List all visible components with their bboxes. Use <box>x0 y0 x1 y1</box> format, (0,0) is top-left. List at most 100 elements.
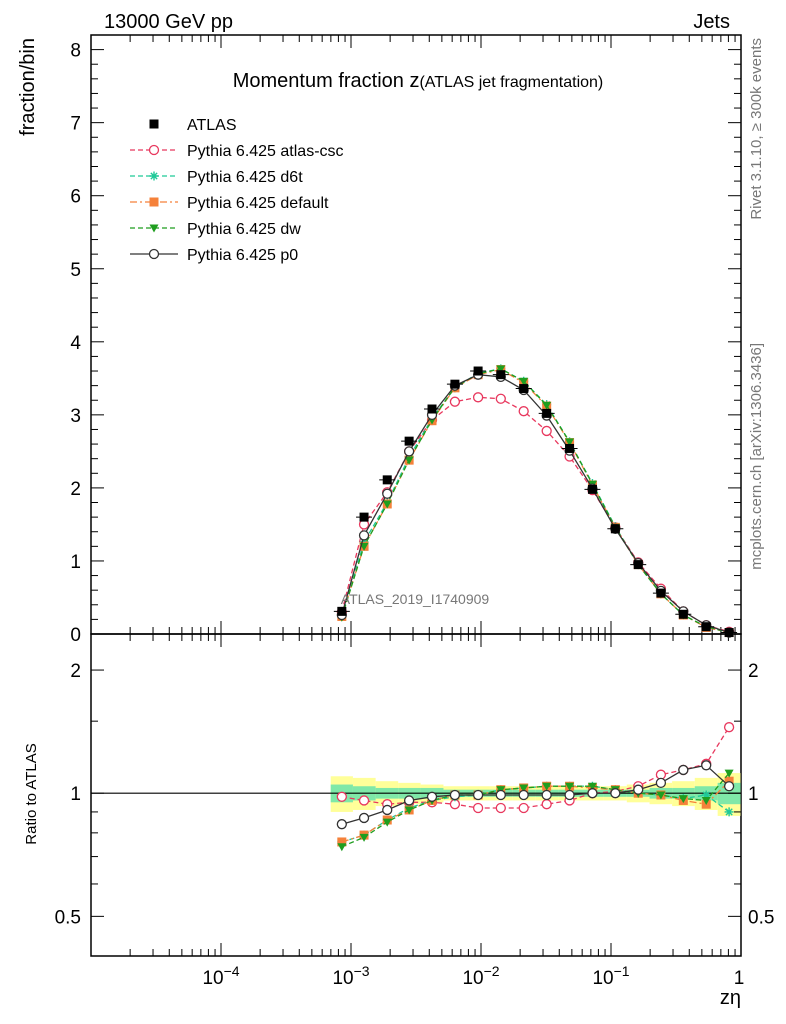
ratio-point <box>701 790 711 800</box>
data-point <box>541 425 552 437</box>
ratio-point <box>336 791 347 802</box>
ratio-point <box>518 802 529 814</box>
data-point <box>496 365 506 374</box>
legend: ATLAS Pythia 6.425 atlas-csc Pythia 6.425 … <box>130 117 344 264</box>
ratio-point <box>519 784 529 793</box>
ratio-point <box>655 777 667 789</box>
ratio-point <box>723 781 735 792</box>
ratio-point <box>724 769 734 778</box>
data-point <box>404 436 414 446</box>
legend-label: Pythia 6.425 atlas-csc <box>187 143 344 160</box>
watermark: ATLAS_2019_I1740909 <box>341 591 490 607</box>
ratio-point <box>358 795 370 806</box>
legend-marker <box>148 144 160 156</box>
ratio-point <box>724 807 734 817</box>
legend-item: Pythia 6.425 default <box>130 195 329 212</box>
legend-marker <box>148 248 160 260</box>
x-tick-label: 10−1 <box>592 963 629 989</box>
ratio-tick-label-right: 2 <box>748 661 759 682</box>
x-tick-base: 10 <box>462 968 483 989</box>
legend-marker <box>149 119 159 129</box>
data-point <box>519 384 529 394</box>
ratio-plot-frame <box>90 633 742 957</box>
ratio-point <box>678 764 689 776</box>
legend-marker <box>149 171 159 181</box>
data-point <box>404 456 414 465</box>
data-point <box>587 484 597 494</box>
ratio-point <box>518 789 529 801</box>
ratio-point <box>701 760 712 771</box>
legend-label: Pythia 6.425 p0 <box>187 247 298 264</box>
ratio-point <box>587 782 597 791</box>
data-point <box>565 443 575 453</box>
ratio-point <box>610 788 621 799</box>
data-point <box>519 377 529 386</box>
ratio-pythia-6-425-p0 <box>336 760 735 830</box>
ratio-point <box>565 782 575 791</box>
ratio-point <box>541 789 552 801</box>
x-tick-exponent: −2 <box>484 963 500 979</box>
data-point <box>427 404 437 414</box>
ratio-point <box>656 791 666 800</box>
data-point <box>496 370 506 380</box>
y-tick-label: 1 <box>70 552 81 573</box>
data-point <box>565 438 575 447</box>
ratio-point <box>587 788 598 799</box>
x-tick-label: 10−2 <box>462 963 499 989</box>
ratio-point <box>359 833 369 842</box>
plot-title-main: Momentum fraction z <box>233 70 420 92</box>
y-tick-label: 8 <box>70 41 81 62</box>
x-tick-base: 10 <box>592 968 613 989</box>
legend-item: ATLAS <box>149 117 237 134</box>
ratio-series-layer <box>336 722 735 852</box>
ratio-point <box>701 796 711 805</box>
ratio-point <box>382 818 392 827</box>
x-tick-base: 10 <box>332 968 353 989</box>
ratio-point <box>472 802 484 814</box>
y-axis-label: fraction/bin <box>17 38 39 136</box>
y-tick-label: 5 <box>70 260 81 281</box>
ratio-point <box>426 791 438 802</box>
data-point <box>359 512 369 522</box>
data-point <box>633 560 643 570</box>
legend-item: Pythia 6.425 d6t <box>130 169 303 186</box>
ratio-point <box>403 795 415 806</box>
y-tick-label: 7 <box>70 114 81 135</box>
series-atlas <box>333 366 738 638</box>
ratio-line <box>341 772 730 848</box>
main-series-layer <box>333 364 738 638</box>
ratio-point <box>542 782 552 791</box>
x-tick-label: 10−3 <box>332 963 369 989</box>
ratio-point <box>337 837 347 847</box>
legend-marker <box>149 224 159 233</box>
data-point <box>542 408 552 418</box>
ratio-point <box>495 802 506 814</box>
ratio-point <box>678 795 688 804</box>
legend-marker <box>149 197 159 207</box>
ratio-point <box>404 806 414 815</box>
ratio-line <box>341 785 730 843</box>
data-point <box>518 406 529 417</box>
legend-label: ATLAS <box>187 117 237 134</box>
plot-title: Momentum fraction z(ATLAS jet fragmentat… <box>233 70 604 92</box>
ratio-point <box>382 804 393 816</box>
legend-item: Pythia 6.425 atlas-csc <box>130 143 344 160</box>
x-tick-label: 1 <box>734 968 745 989</box>
site-label: mcplots.cern.ch [arXiv:1306.3436] <box>748 343 765 570</box>
ratio-point <box>564 789 575 801</box>
data-point <box>450 379 460 389</box>
ratio-point <box>336 819 347 830</box>
ratio-point <box>449 789 461 801</box>
ratio-tick-label-left: 2 <box>70 661 81 682</box>
x-tick-base: 10 <box>202 968 223 989</box>
data-point <box>678 609 688 619</box>
legend-label: Pythia 6.425 d6t <box>187 169 303 186</box>
ratio-point <box>472 789 484 801</box>
ratio-tick-label-right: 0.5 <box>748 907 774 928</box>
legend-item: Pythia 6.425 dw <box>130 221 301 238</box>
ratio-tick-label-left: 1 <box>70 784 81 805</box>
ratio-point <box>337 843 347 852</box>
data-point <box>358 530 370 541</box>
y-tick-label: 3 <box>70 406 81 427</box>
